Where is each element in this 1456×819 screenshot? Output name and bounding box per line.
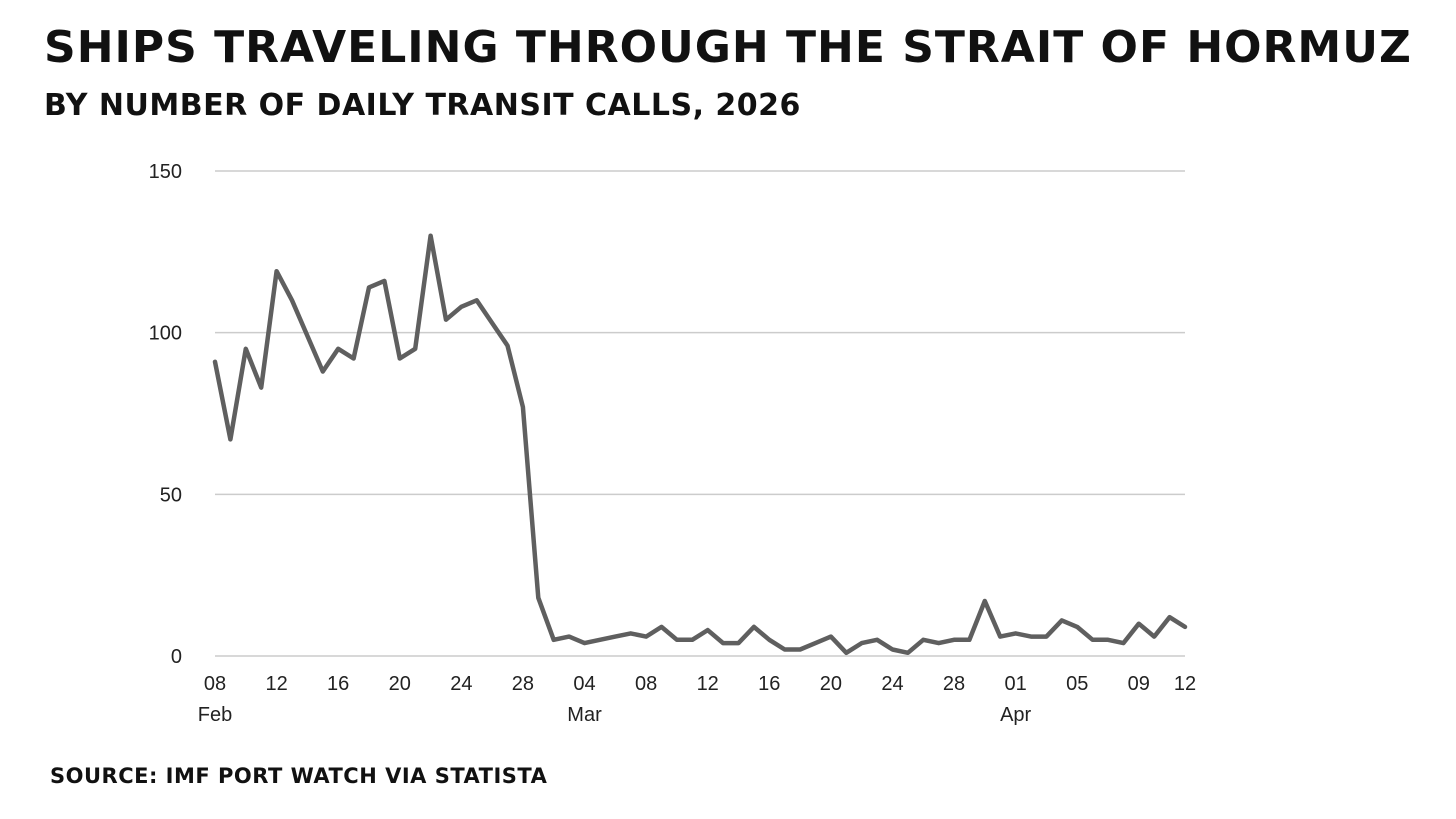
data-point [890, 648, 894, 652]
x-tick-label: 05 [1066, 673, 1088, 695]
data-point [506, 344, 510, 348]
data-point [1183, 625, 1187, 629]
data-point [1091, 638, 1095, 642]
data-point [598, 638, 602, 642]
x-tick-label: 01 [1005, 673, 1027, 695]
x-tick-label: 04 [573, 673, 595, 695]
data-point [1044, 635, 1048, 639]
data-point [213, 360, 217, 364]
x-tick-label: 20 [389, 673, 411, 695]
data-point [721, 641, 725, 645]
data-point [967, 638, 971, 642]
data-point [937, 641, 941, 645]
data-point [613, 635, 617, 639]
data-point [752, 625, 756, 629]
data-point [675, 638, 679, 642]
y-axis: 0 50 100 150 [149, 161, 182, 668]
data-point [860, 641, 864, 645]
data-point [444, 318, 448, 322]
data-point [1075, 625, 1079, 629]
data-point [952, 638, 956, 642]
data-point [1060, 618, 1064, 622]
y-tick-label: 50 [160, 484, 182, 506]
data-point [398, 357, 402, 361]
data-point [429, 234, 433, 238]
chart-title: Ships traveling through the Strait of Ho… [44, 22, 1412, 73]
data-point [813, 641, 817, 645]
source-note: Source: IMF Port Watch via Statista [50, 764, 548, 788]
x-month-label: Feb [198, 704, 232, 726]
data-point [1152, 635, 1156, 639]
x-month-label: Mar [567, 704, 602, 726]
data-point [367, 285, 371, 289]
x-tick-label: 20 [820, 673, 842, 695]
x-month-label: Apr [1000, 704, 1031, 726]
data-point [690, 638, 694, 642]
data-point [644, 635, 648, 639]
data-point [305, 334, 309, 338]
data-point [1106, 638, 1110, 642]
x-tick-label: 28 [943, 673, 965, 695]
data-point [629, 631, 633, 635]
chart-subtitle: By number of daily transit calls, 2026 [44, 88, 801, 123]
data-point [1014, 631, 1018, 635]
series-lines [212, 233, 1188, 656]
data-point [906, 651, 910, 655]
data-point [382, 279, 386, 283]
x-tick-label: 16 [327, 673, 349, 695]
data-point [352, 357, 356, 361]
data-point [660, 625, 664, 629]
data-point [706, 628, 710, 632]
x-tick-label: 12 [1174, 673, 1196, 695]
y-tick-label: 100 [149, 323, 182, 345]
data-point [1029, 635, 1033, 639]
data-point [875, 638, 879, 642]
y-tick-label: 0 [171, 646, 182, 668]
x-tick-label: 12 [697, 673, 719, 695]
x-axis: 08 Feb 12 16 20 24 28 04 Mar 08 12 16 20 24 28 01 Apr 05 0… [198, 673, 1196, 726]
x-tick-label: 28 [512, 673, 534, 695]
data-point [983, 599, 987, 603]
x-tick-label: 16 [758, 673, 780, 695]
x-tick-label: 08 [204, 673, 226, 695]
data-point [736, 641, 740, 645]
data-point [275, 269, 279, 273]
data-point [475, 298, 479, 302]
data-point [552, 638, 556, 642]
data-point [829, 635, 833, 639]
data-point [921, 638, 925, 642]
data-point [521, 405, 525, 409]
data-point [783, 648, 787, 652]
x-tick-label: 24 [881, 673, 903, 695]
data-point [413, 347, 417, 351]
gridlines [215, 170, 1185, 657]
data-point [259, 386, 263, 390]
data-point [767, 638, 771, 642]
series-line [212, 233, 1188, 656]
data-point [321, 369, 325, 373]
x-tick-label: 12 [265, 673, 287, 695]
data-point [998, 635, 1002, 639]
data-point [490, 321, 494, 325]
data-point [336, 347, 340, 351]
data-point [536, 596, 540, 600]
data-point [1121, 641, 1125, 645]
y-tick-label: 150 [149, 161, 182, 183]
x-tick-label: 24 [450, 673, 472, 695]
data-point [567, 635, 571, 639]
data-point [1168, 615, 1172, 619]
data-point [844, 651, 848, 655]
data-point [459, 305, 463, 309]
data-point [244, 347, 248, 351]
data-point [228, 437, 232, 441]
data-point [290, 298, 294, 302]
x-tick-label: 09 [1128, 673, 1150, 695]
data-point [798, 648, 802, 652]
data-point [1137, 622, 1141, 626]
x-tick-label: 08 [635, 673, 657, 695]
data-point [583, 641, 587, 645]
